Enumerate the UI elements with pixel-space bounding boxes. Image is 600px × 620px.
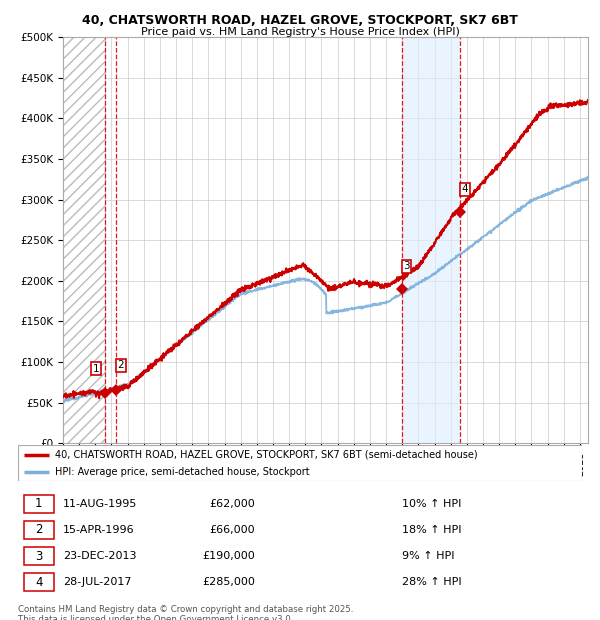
FancyBboxPatch shape [18, 445, 582, 480]
Text: 40, CHATSWORTH ROAD, HAZEL GROVE, STOCKPORT, SK7 6BT (semi-detached house): 40, CHATSWORTH ROAD, HAZEL GROVE, STOCKP… [55, 450, 477, 459]
Text: £190,000: £190,000 [202, 551, 255, 561]
Text: £285,000: £285,000 [202, 577, 255, 587]
Text: £62,000: £62,000 [209, 498, 255, 509]
Bar [402, 37, 460, 443]
Text: 1: 1 [35, 497, 43, 510]
Text: 23-DEC-2013: 23-DEC-2013 [63, 551, 137, 561]
FancyBboxPatch shape [23, 521, 54, 539]
Text: 3: 3 [35, 550, 43, 563]
FancyBboxPatch shape [23, 495, 54, 513]
Bar [63, 37, 105, 443]
Text: 2: 2 [118, 360, 124, 370]
Text: 28% ↑ HPI: 28% ↑ HPI [401, 577, 461, 587]
Text: 15-APR-1996: 15-APR-1996 [63, 525, 135, 535]
Text: 9% ↑ HPI: 9% ↑ HPI [401, 551, 454, 561]
Text: 1: 1 [93, 363, 100, 374]
Text: 4: 4 [35, 576, 43, 589]
Text: 10% ↑ HPI: 10% ↑ HPI [401, 498, 461, 509]
Text: 18% ↑ HPI: 18% ↑ HPI [401, 525, 461, 535]
Text: 40, CHATSWORTH ROAD, HAZEL GROVE, STOCKPORT, SK7 6BT: 40, CHATSWORTH ROAD, HAZEL GROVE, STOCKP… [82, 14, 518, 27]
Text: 11-AUG-1995: 11-AUG-1995 [63, 498, 137, 509]
Text: 2: 2 [35, 523, 43, 536]
Text: £66,000: £66,000 [209, 525, 255, 535]
Text: 28-JUL-2017: 28-JUL-2017 [63, 577, 131, 587]
Text: HPI: Average price, semi-detached house, Stockport: HPI: Average price, semi-detached house,… [55, 466, 309, 477]
FancyBboxPatch shape [23, 574, 54, 591]
Text: Contains HM Land Registry data © Crown copyright and database right 2025.
This d: Contains HM Land Registry data © Crown c… [18, 604, 353, 620]
Text: Price paid vs. HM Land Registry's House Price Index (HPI): Price paid vs. HM Land Registry's House … [140, 27, 460, 37]
Text: 3: 3 [403, 261, 410, 271]
Text: 4: 4 [461, 184, 468, 194]
FancyBboxPatch shape [23, 547, 54, 565]
